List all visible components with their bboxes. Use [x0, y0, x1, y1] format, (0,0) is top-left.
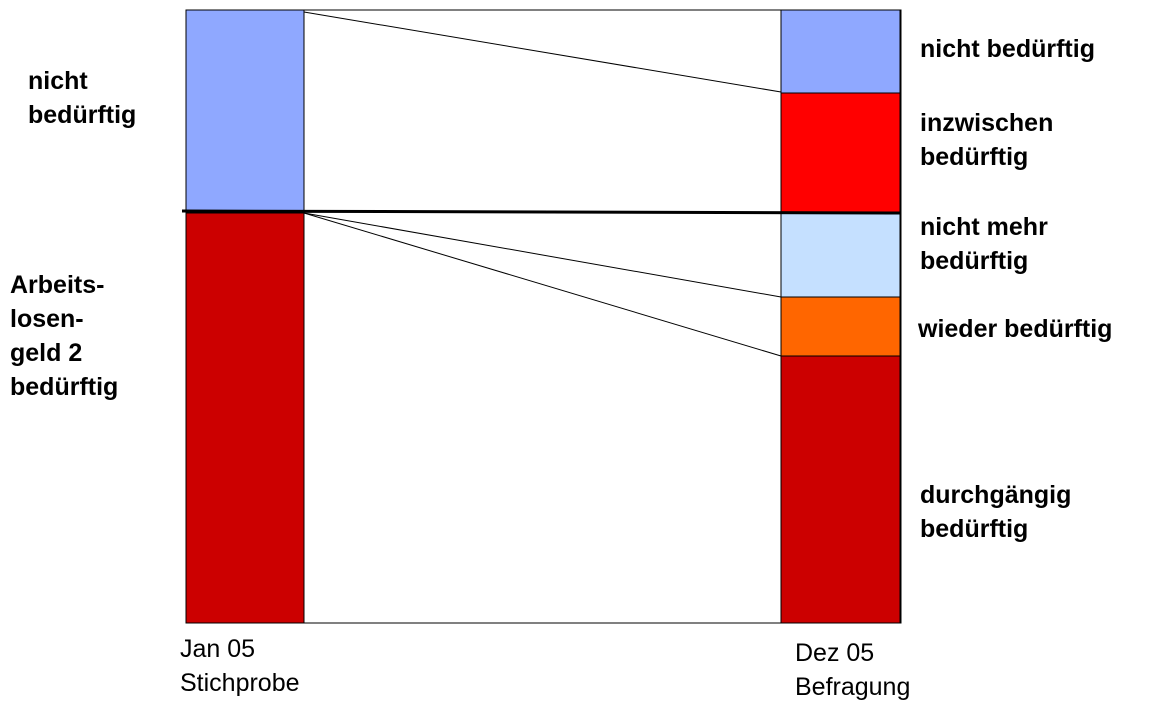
right-label-inzwischen-beduerftig: inzwischen bedürftig [920, 109, 1054, 171]
right-source-label: Befragung [795, 673, 911, 701]
left-source-label: Stichprobe [180, 669, 300, 697]
right-label-durchgaengig-beduerftig: durchgängig bedürftig [920, 481, 1072, 543]
right-bar-nicht-beduerftig [780, 9, 901, 94]
right-bar-durchgaengig-beduerftig [780, 355, 901, 624]
right-label-nicht-beduerftig: nicht bedürftig [920, 35, 1095, 63]
divider-line [181, 209, 902, 215]
right-bar-inzwischen-beduerftig [780, 92, 901, 214]
left-period-label: Jan 05 [180, 635, 256, 663]
left-label-alg2-beduerftig: Arbeits- losen- geld 2 bedürftig [10, 271, 119, 401]
right-bar-wieder-beduerftig [780, 296, 901, 357]
right-label-wieder-beduerftig: wieder bedürftig [918, 315, 1113, 343]
right-label-nicht-mehr-beduerftig: nicht mehr bedürftig [920, 213, 1048, 275]
left-bar-alg2-beduerftig [185, 212, 305, 624]
right-period-label: Dez 05 [795, 639, 875, 667]
right-bar-nicht-mehr-beduerftig [780, 212, 901, 298]
flow-line-alg2-to-wieder [303, 212, 782, 357]
flow-line-nicht-to-inzwischen [303, 11, 782, 93]
left-label-nicht-beduerftig: nicht bedürftig [28, 67, 137, 129]
flow-line-alg2-to-nicht-mehr [303, 212, 782, 298]
left-bar-nicht-beduerftig [185, 9, 305, 214]
